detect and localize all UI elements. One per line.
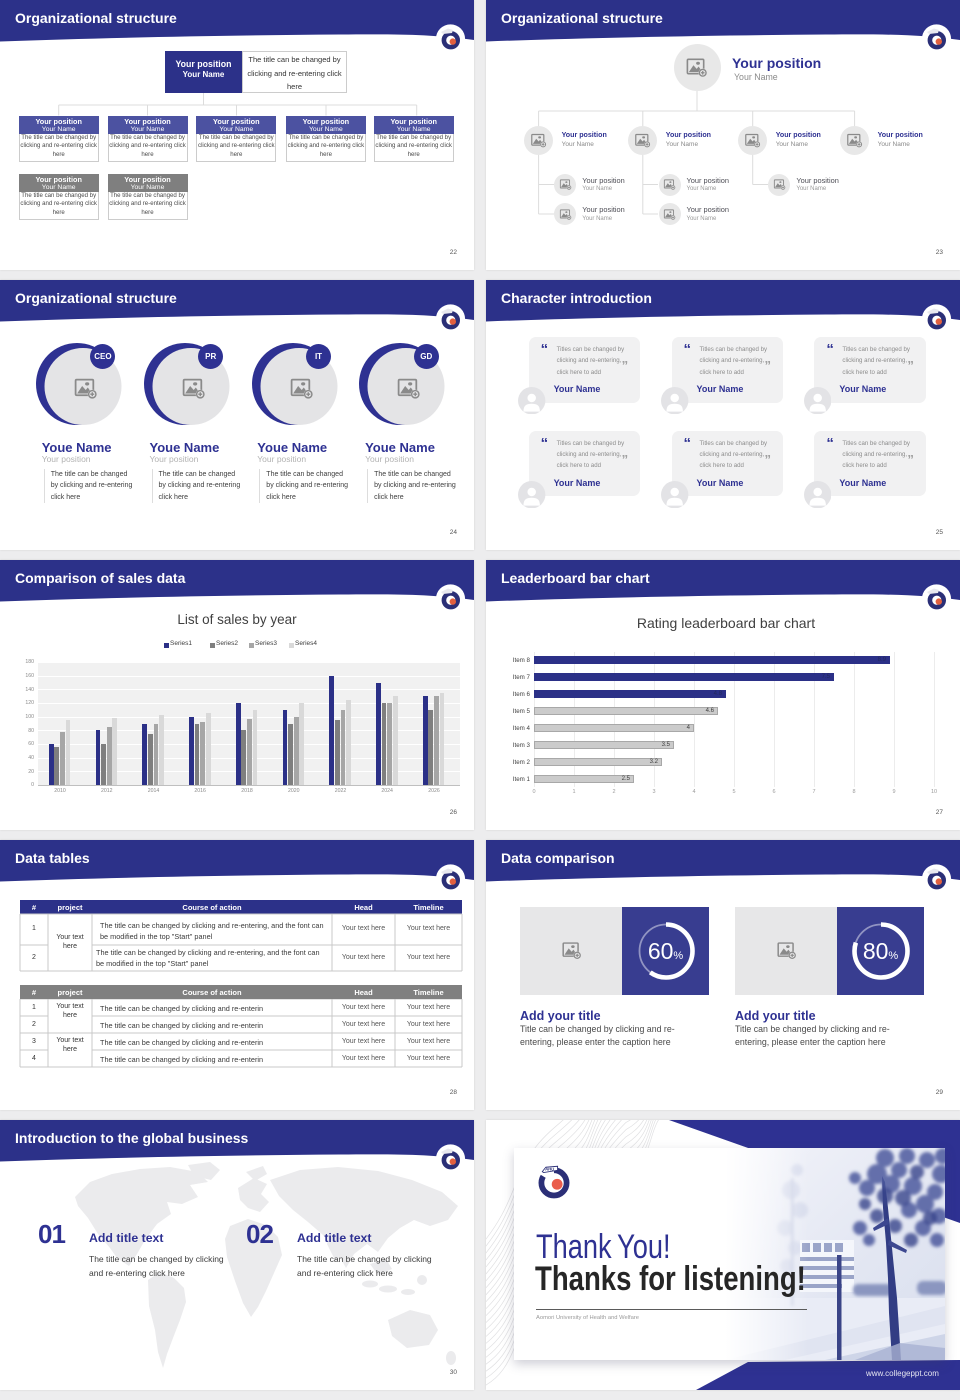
svg-text:AHU: AHU: [545, 1167, 555, 1172]
